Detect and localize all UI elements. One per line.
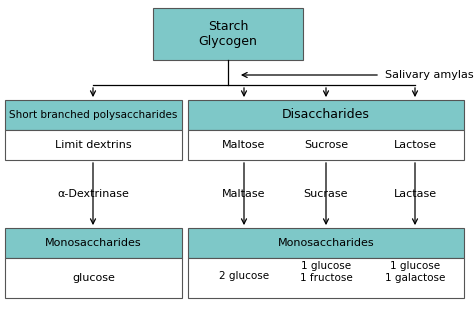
Text: Maltose: Maltose xyxy=(222,140,266,150)
Text: Limit dextrins: Limit dextrins xyxy=(55,140,132,150)
Bar xyxy=(5,258,182,298)
Bar xyxy=(188,130,464,160)
Bar xyxy=(188,258,464,298)
Bar xyxy=(188,228,464,258)
Bar xyxy=(5,100,182,130)
Text: Short branched polysaccharides: Short branched polysaccharides xyxy=(9,110,178,120)
Text: Maltase: Maltase xyxy=(222,189,266,199)
Bar xyxy=(153,8,303,60)
Text: Sucrase: Sucrase xyxy=(304,189,348,199)
Text: α-Dextrinase: α-Dextrinase xyxy=(57,189,129,199)
Text: Monosaccharides: Monosaccharides xyxy=(278,238,374,248)
Text: 2 glucose: 2 glucose xyxy=(219,271,269,281)
Text: Monosaccharides: Monosaccharides xyxy=(45,238,142,248)
Text: Disaccharides: Disaccharides xyxy=(282,109,370,121)
Text: Salivary amylase: Salivary amylase xyxy=(385,70,474,80)
Text: 1 glucose
1 galactose: 1 glucose 1 galactose xyxy=(385,261,445,283)
Bar xyxy=(5,228,182,258)
Bar xyxy=(5,130,182,160)
Text: Lactose: Lactose xyxy=(393,140,437,150)
Text: 1 glucose
1 fructose: 1 glucose 1 fructose xyxy=(300,261,352,283)
Text: Starch
Glycogen: Starch Glycogen xyxy=(199,20,257,48)
Text: glucose: glucose xyxy=(72,273,115,283)
Text: Lactase: Lactase xyxy=(393,189,437,199)
Text: Sucrose: Sucrose xyxy=(304,140,348,150)
Bar xyxy=(188,100,464,130)
